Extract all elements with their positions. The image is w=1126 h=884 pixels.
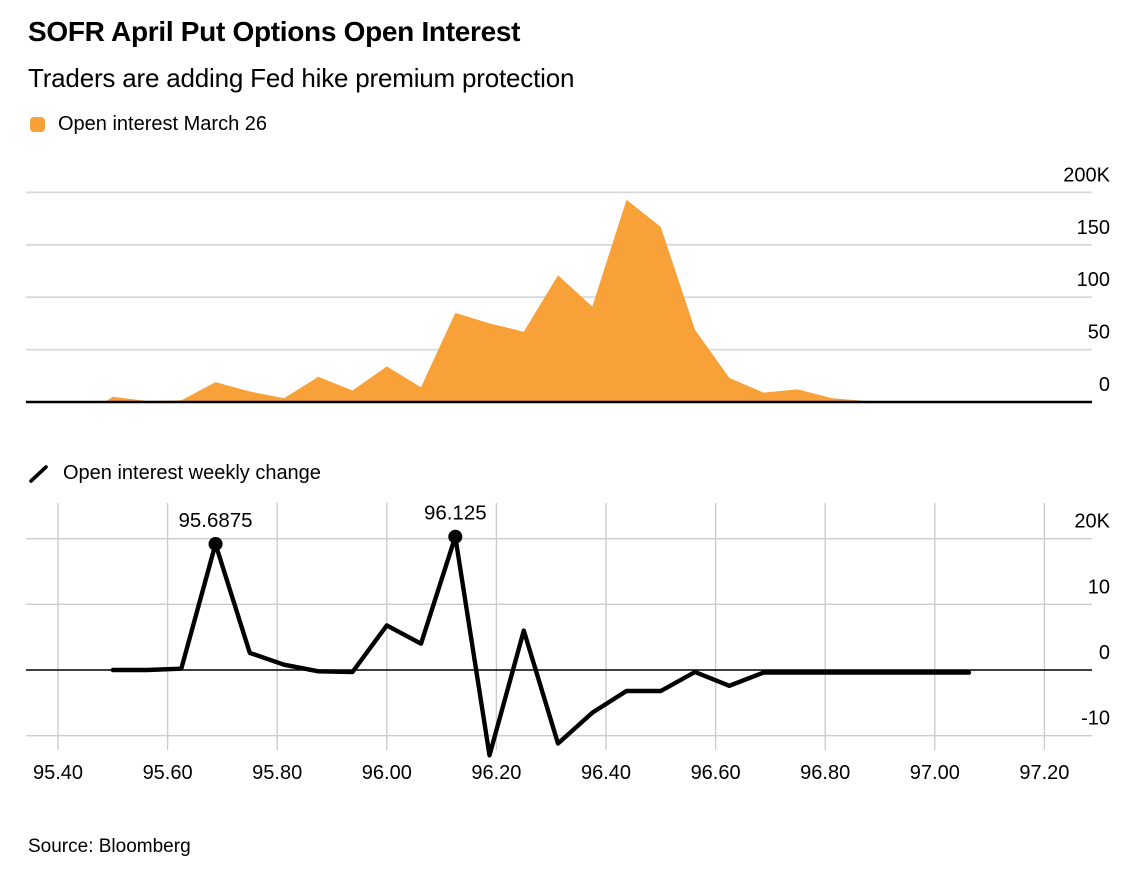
x-tick-label: 96.00: [362, 762, 412, 784]
bottom-chart: -10 0 10 20K 95.40 95.60 95.80 96.00 96.20 96.40 9…: [26, 502, 1111, 784]
annotation-dot: [208, 536, 223, 551]
x-tick-label: 95.40: [33, 762, 83, 784]
y-tick-label: 150: [1077, 217, 1110, 239]
page-title: SOFR April Put Options Open Interest: [28, 16, 521, 47]
y-tick-label: 100: [1077, 269, 1110, 291]
y-tick-label: -10: [1081, 708, 1110, 730]
annotation-label: 95.6875: [178, 509, 252, 532]
y-tick-label: 20K: [1074, 511, 1110, 533]
legend-weekly-change-label: Open interest weekly change: [63, 462, 321, 484]
y-tick-label: 10: [1088, 576, 1110, 598]
diagonal-line-icon: [29, 464, 48, 483]
y-tick-label: 0: [1099, 642, 1110, 664]
x-tick-label: 96.80: [800, 762, 850, 784]
x-tick-label: 96.40: [581, 762, 631, 784]
legend-open-interest: Open interest March 26: [30, 113, 267, 136]
x-tick-label: 96.60: [691, 762, 741, 784]
legend-weekly-change: Open interest weekly change: [28, 462, 321, 485]
x-tick-label: 95.60: [143, 762, 193, 784]
top-chart: 0 50 100 150 200K: [26, 164, 1111, 404]
legend-open-interest-label: Open interest March 26: [58, 113, 267, 135]
page-subtitle: Traders are adding Fed hike premium prot…: [28, 63, 575, 93]
x-tick-label: 95.80: [252, 762, 302, 784]
source-note: Source: Bloomberg: [28, 836, 191, 857]
y-tick-label: 50: [1088, 322, 1110, 344]
open-interest-area: [104, 199, 970, 402]
orange-square-icon: [30, 117, 45, 132]
y-tick-label: 200K: [1063, 164, 1110, 186]
x-tick-label: 96.20: [471, 762, 521, 784]
weekly-change-line: [110, 534, 972, 758]
y-tick-label: 0: [1099, 374, 1110, 396]
annotation-label: 96.125: [424, 502, 487, 525]
x-tick-label: 97.00: [910, 762, 960, 784]
annotation-dot: [448, 529, 463, 544]
x-tick-label: 97.20: [1019, 762, 1069, 784]
